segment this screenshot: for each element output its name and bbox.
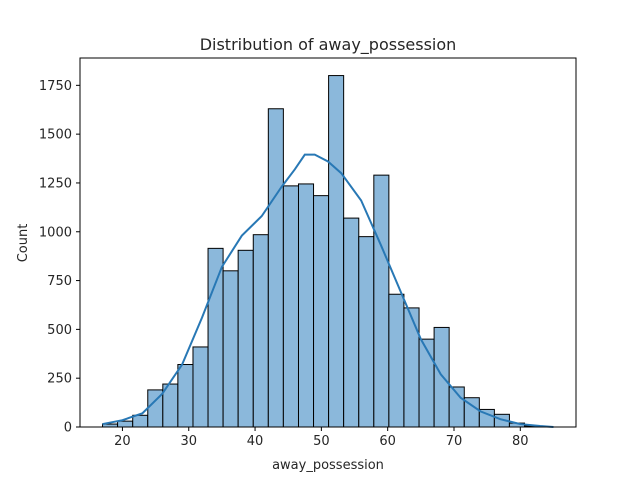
histogram-bar: [237, 249, 254, 428]
y-tick-label: 1000: [39, 225, 72, 240]
histogram-bar: [297, 183, 315, 428]
y-tick-label: 1250: [39, 176, 72, 191]
x-tick-label: 60: [379, 434, 396, 449]
plot-frame: [79, 57, 577, 428]
x-tick-label: 70: [446, 434, 463, 449]
x-axis: 20 30 40 50 60 70 80: [114, 427, 529, 449]
histogram-bar: [343, 217, 360, 428]
x-tick-label: 40: [247, 434, 264, 449]
x-tick-label: 20: [114, 434, 131, 449]
histogram-bar: [373, 174, 390, 428]
histogram-bar: [388, 293, 405, 428]
histogram-bar: [418, 338, 435, 428]
kde-curve: [102, 153, 554, 428]
histogram-bar: [252, 234, 269, 428]
histogram-bar: [313, 195, 330, 428]
y-tick-label: 1500: [39, 128, 72, 143]
x-axis-label: away_possession: [272, 458, 384, 473]
bars-group: [102, 75, 541, 428]
histogram-bar: [403, 307, 420, 428]
x-tick-label: 50: [313, 434, 330, 449]
histogram-bar: [267, 108, 284, 428]
x-tick-label: 80: [512, 434, 529, 449]
histogram-bar: [328, 75, 345, 428]
y-axis-label: Count: [16, 224, 31, 263]
histogram-bar: [132, 414, 149, 428]
histogram-bar: [177, 364, 194, 428]
histogram-bar: [282, 185, 299, 428]
chart-title: Distribution of away_possession: [200, 35, 457, 55]
y-tick-label: 500: [47, 323, 72, 338]
histogram-bar: [358, 236, 375, 428]
y-tick-label: 0: [64, 421, 72, 436]
histogram-bar: [117, 420, 134, 428]
histogram-bar: [207, 247, 224, 428]
y-tick-label: 750: [47, 274, 72, 289]
histogram-bar: [192, 346, 209, 428]
x-tick-label: 30: [180, 434, 197, 449]
y-tick-label: 250: [47, 372, 72, 387]
y-axis: 0 250 500 750 1000 1250 1500 1750: [39, 79, 80, 436]
histogram-bar: [222, 270, 239, 428]
y-tick-label: 1750: [39, 79, 72, 94]
histogram-bar: [433, 326, 450, 428]
